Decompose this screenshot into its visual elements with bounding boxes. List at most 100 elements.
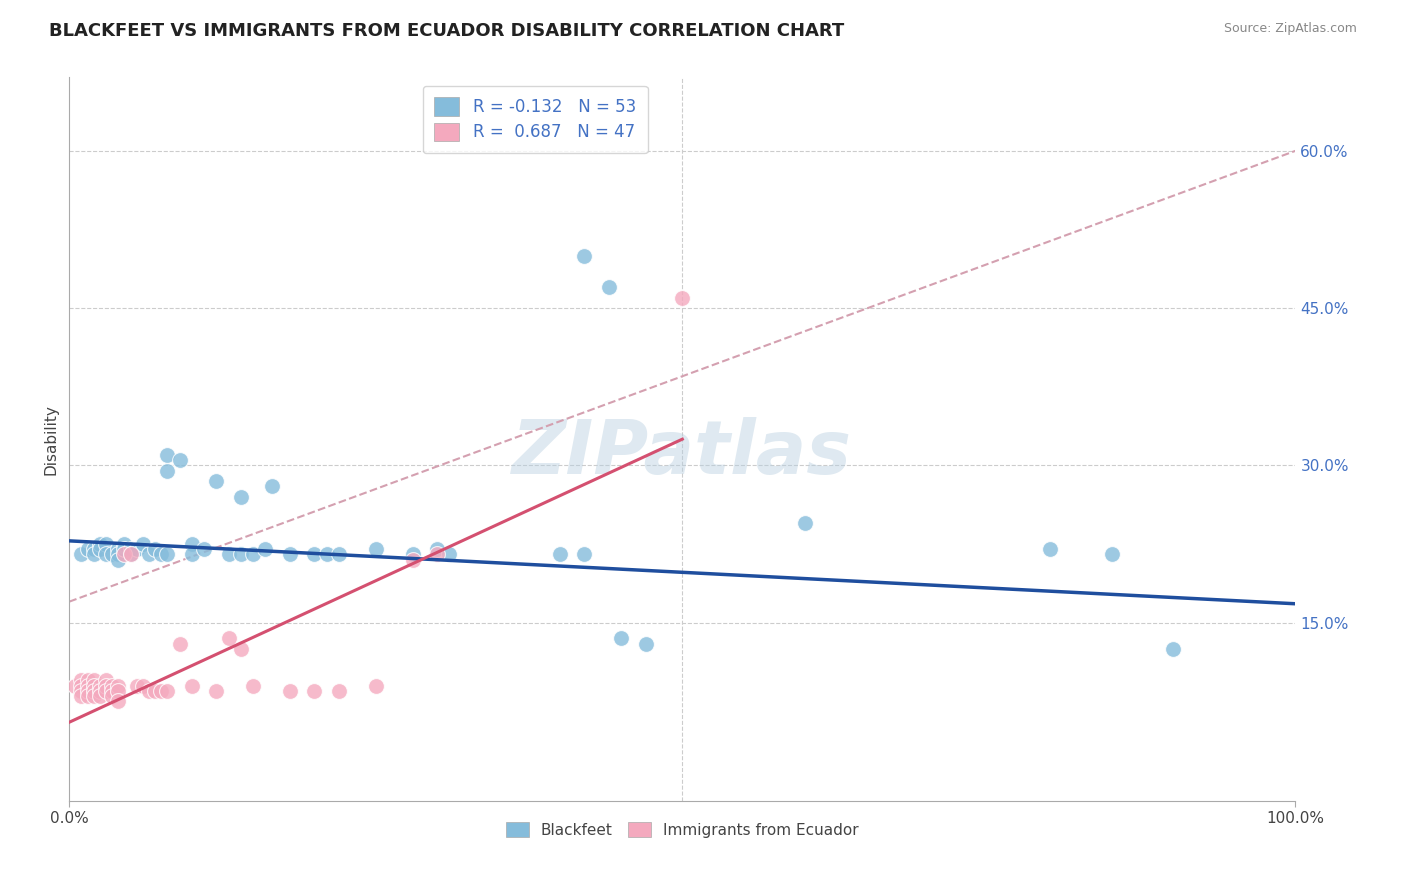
Point (426, 542, 449, 557)
Point (107, 542, 129, 557)
Point (83, 683, 105, 698)
Point (138, 683, 160, 698)
Point (101, 679, 124, 693)
Point (1161, 641, 1184, 656)
Point (120, 548, 142, 562)
Text: BLACKFEET VS IMMIGRANTS FROM ECUADOR DISABILITY CORRELATION CHART: BLACKFEET VS IMMIGRANTS FROM ECUADOR DIS… (49, 22, 845, 40)
Point (328, 548, 350, 562)
Point (70, 679, 93, 693)
Point (112, 537, 135, 551)
Point (143, 542, 166, 557)
Point (169, 453, 191, 467)
Point (143, 683, 166, 698)
Point (364, 542, 387, 557)
Point (70, 548, 93, 562)
Point (304, 683, 326, 698)
Point (94, 673, 117, 688)
Point (205, 474, 228, 488)
Point (598, 280, 620, 294)
Point (94, 537, 117, 551)
Point (138, 548, 160, 562)
Point (260, 479, 283, 493)
Point (70, 683, 93, 698)
Point (180, 537, 202, 551)
Point (120, 548, 142, 562)
Point (89, 689, 111, 703)
Point (65, 679, 87, 693)
Point (328, 683, 350, 698)
Point (229, 490, 252, 504)
Point (70, 689, 93, 703)
Point (1101, 548, 1123, 562)
Point (218, 548, 240, 562)
Point (278, 548, 301, 562)
Point (180, 548, 202, 562)
Point (101, 548, 124, 562)
Point (107, 553, 129, 567)
Point (94, 548, 117, 562)
Point (83, 542, 105, 557)
Point (574, 249, 596, 263)
Point (107, 683, 129, 698)
Point (107, 548, 129, 562)
Point (794, 516, 817, 530)
Point (439, 548, 461, 562)
Point (89, 683, 111, 698)
Point (76, 689, 98, 703)
Point (278, 683, 301, 698)
Point (132, 537, 155, 551)
Point (1039, 542, 1062, 557)
Point (150, 683, 173, 698)
Point (89, 537, 111, 551)
Point (83, 679, 105, 693)
Point (76, 673, 98, 688)
Point (634, 637, 657, 651)
Point (364, 679, 387, 693)
Point (242, 679, 264, 693)
Point (205, 683, 228, 698)
Point (304, 548, 326, 562)
Point (83, 673, 105, 688)
Point (120, 542, 142, 557)
Point (218, 632, 240, 646)
Point (101, 683, 124, 698)
Point (229, 641, 252, 656)
Point (156, 548, 179, 562)
Point (112, 542, 135, 557)
Point (426, 548, 449, 562)
Point (193, 542, 215, 557)
Point (125, 679, 148, 693)
Point (107, 679, 129, 693)
Point (242, 548, 264, 562)
Legend: Blackfeet, Immigrants from Ecuador: Blackfeet, Immigrants from Ecuador (499, 815, 865, 844)
Point (150, 548, 173, 562)
Point (169, 637, 191, 651)
Text: Source: ZipAtlas.com: Source: ZipAtlas.com (1223, 22, 1357, 36)
Point (89, 679, 111, 693)
Point (76, 542, 98, 557)
Point (76, 679, 98, 693)
Point (156, 464, 179, 478)
Point (254, 542, 277, 557)
Point (574, 548, 596, 562)
Point (132, 679, 155, 693)
Point (125, 542, 148, 557)
Point (229, 548, 252, 562)
Point (548, 548, 571, 562)
Point (101, 689, 124, 703)
Point (94, 683, 117, 698)
Point (315, 548, 337, 562)
Y-axis label: Disability: Disability (44, 404, 58, 475)
Point (76, 683, 98, 698)
Point (180, 679, 202, 693)
Point (83, 548, 105, 562)
Point (610, 632, 633, 646)
Point (401, 553, 423, 567)
Text: ZIPatlas: ZIPatlas (512, 417, 852, 490)
Point (89, 542, 111, 557)
Point (401, 548, 423, 562)
Point (156, 448, 179, 462)
Point (83, 689, 105, 703)
Point (112, 548, 135, 562)
Point (671, 291, 693, 305)
